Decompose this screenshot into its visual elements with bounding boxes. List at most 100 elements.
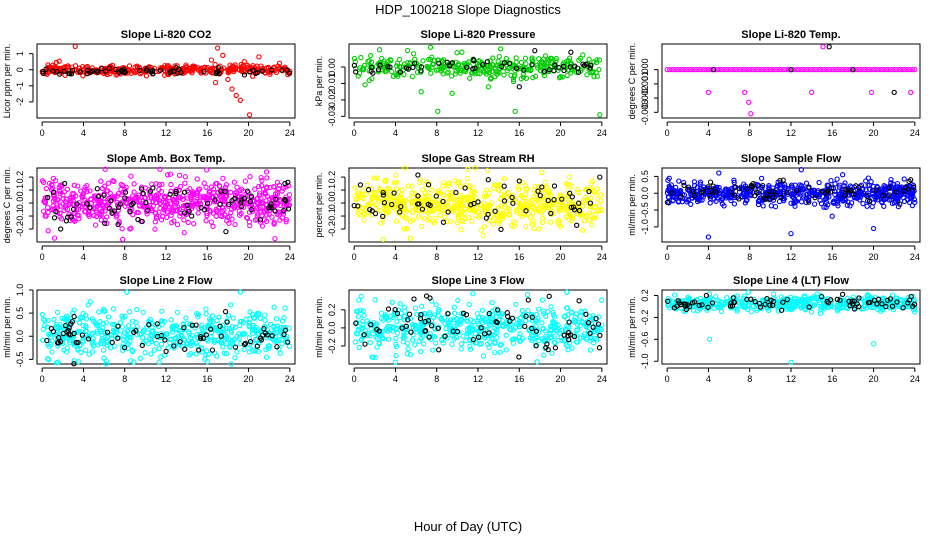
data-point <box>520 74 527 80</box>
data-point <box>584 72 590 78</box>
data-point <box>241 72 248 78</box>
data-point <box>534 65 541 71</box>
data-point <box>705 89 712 96</box>
data-point <box>512 108 518 115</box>
data-point <box>477 71 483 77</box>
x-tick-label: 0 <box>40 252 45 262</box>
data-point <box>220 52 226 58</box>
data-point <box>119 192 125 198</box>
series-primary <box>39 166 293 243</box>
x-tick-label: 8 <box>434 374 439 384</box>
data-point <box>576 57 582 63</box>
data-point <box>785 66 792 73</box>
y-tick-label: -0.5 <box>640 202 650 218</box>
data-point <box>397 69 404 75</box>
data-point <box>564 61 571 67</box>
data-point <box>250 73 256 79</box>
x-tick-label: 12 <box>473 128 483 138</box>
chart-temp: Slope Li-820 Temp.degrees C per min.0 4 8 1… <box>627 29 921 138</box>
data-point <box>901 66 908 73</box>
data-point <box>674 66 681 73</box>
data-point <box>496 70 502 76</box>
x-tick-label: 16 <box>202 252 212 262</box>
x-tick-label: 12 <box>473 252 483 262</box>
data-point <box>376 47 383 53</box>
chart-title: Slope Amb. Box Temp. <box>107 153 226 165</box>
y-axis: 0.00-0.01-0.02-0.03 <box>327 58 346 127</box>
data-point <box>736 66 743 73</box>
data-point <box>672 66 678 73</box>
y-tick-label: 0.0 <box>640 187 650 200</box>
data-point <box>72 43 78 50</box>
data-point <box>231 68 237 75</box>
x-tick-label: 24 <box>285 128 295 138</box>
data-point <box>178 70 184 76</box>
data-point <box>99 66 105 72</box>
data-point <box>185 195 191 201</box>
data-point <box>444 59 450 65</box>
data-point <box>351 62 358 69</box>
data-point <box>168 68 174 74</box>
data-point <box>583 61 589 67</box>
x-tick-label: 4 <box>706 128 711 138</box>
x-tick-label: 0 <box>665 374 670 384</box>
data-point <box>435 108 441 115</box>
data-point <box>228 209 234 216</box>
x-tick-label: 8 <box>747 128 752 138</box>
data-point <box>580 61 586 67</box>
x-tick-label: 24 <box>910 128 920 138</box>
data-point <box>236 67 243 73</box>
data-point <box>184 67 190 74</box>
data-point <box>806 66 812 73</box>
data-point <box>498 46 504 52</box>
x-tick-label: 16 <box>827 374 837 384</box>
data-point <box>487 76 494 82</box>
data-point <box>283 216 289 223</box>
data-point <box>447 62 453 69</box>
data-point <box>444 70 450 76</box>
data-point <box>54 65 60 72</box>
data-point <box>847 66 853 73</box>
x-tick-label: 8 <box>122 252 127 262</box>
data-point <box>591 59 597 65</box>
chart-ylabel: kPa per min. <box>314 56 324 107</box>
data-point <box>726 66 732 73</box>
data-point <box>449 90 455 96</box>
data-point <box>529 55 535 61</box>
x-tick-label: 20 <box>244 252 254 262</box>
data-point <box>752 66 758 73</box>
data-point <box>66 70 72 77</box>
data-point <box>137 71 143 77</box>
data-point <box>377 62 383 68</box>
data-point <box>909 66 915 73</box>
data-point <box>470 66 476 72</box>
data-point <box>77 69 83 75</box>
data-point <box>286 70 293 76</box>
y-tick-label: -0.001 <box>640 71 650 97</box>
data-point <box>705 66 712 73</box>
data-point <box>487 58 493 64</box>
data-point <box>547 55 554 61</box>
x-tick-label: 12 <box>161 128 171 138</box>
data-point <box>467 75 473 81</box>
x-tick-label: 0 <box>665 128 670 138</box>
data-point <box>173 64 179 71</box>
data-point <box>741 89 748 96</box>
data-point <box>258 183 265 189</box>
data-point <box>801 66 807 73</box>
plot-frame <box>36 167 296 243</box>
data-point <box>516 84 522 90</box>
data-point <box>839 66 846 73</box>
data-point <box>368 59 375 65</box>
y-axis: 0.000-0.001-0.002-0.003 <box>640 58 659 125</box>
data-point <box>510 76 517 83</box>
data-point <box>529 62 535 68</box>
data-point <box>355 73 361 79</box>
data-point <box>220 175 226 182</box>
data-point <box>845 66 851 73</box>
x-tick-label: 16 <box>827 252 837 262</box>
data-point <box>757 66 763 73</box>
data-point <box>572 63 578 69</box>
y-tick-label: -0.03 <box>327 106 337 127</box>
